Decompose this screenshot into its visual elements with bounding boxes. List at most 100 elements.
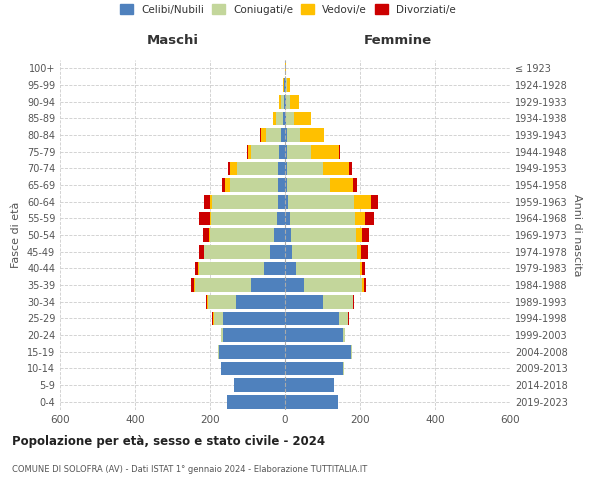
Bar [285,328,343,342]
Bar [191,278,194,292]
Bar [195,262,198,275]
Bar [221,328,223,342]
Bar [210,195,212,208]
Bar [203,228,209,242]
Bar [285,112,286,125]
Bar [371,195,378,208]
Bar [277,195,285,208]
Bar [278,162,285,175]
Bar [292,245,358,258]
Bar [353,178,357,192]
Bar [247,145,248,158]
Bar [237,162,278,175]
Bar [285,128,287,142]
Bar [265,262,285,275]
Bar [285,395,337,408]
Bar [205,195,210,208]
Bar [323,295,353,308]
Bar [343,328,345,342]
Bar [198,262,199,275]
Bar [285,378,334,392]
Bar [295,112,311,125]
Bar [285,178,287,192]
Bar [287,162,323,175]
Bar [284,78,285,92]
Bar [285,345,350,358]
Bar [227,395,285,408]
Bar [364,278,365,292]
Bar [330,178,353,192]
Text: Femmine: Femmine [364,34,431,46]
Bar [285,262,296,275]
Bar [266,128,281,142]
Bar [260,128,266,142]
Bar [353,295,355,308]
Bar [210,228,274,242]
Bar [285,78,286,92]
Bar [206,295,208,308]
Bar [213,312,214,325]
Text: COMUNE DI SOLOFRA (AV) - Dati ISTAT 1° gennaio 2024 - Elaborazione TUTTITALIA.IT: COMUNE DI SOLOFRA (AV) - Dati ISTAT 1° g… [12,465,367,474]
Bar [220,345,285,358]
Bar [222,178,225,192]
Bar [223,312,285,325]
Bar [272,112,275,125]
Bar [290,95,299,108]
Bar [365,212,374,225]
Bar [203,245,205,258]
Bar [281,95,284,108]
Bar [290,212,355,225]
Bar [362,262,365,275]
Bar [285,245,292,258]
Bar [311,145,340,158]
Bar [275,112,283,125]
Bar [360,262,362,275]
Bar [285,278,304,292]
Bar [355,212,365,225]
Bar [285,212,290,225]
Bar [350,345,352,358]
Bar [296,262,360,275]
Bar [251,278,285,292]
Bar [270,245,285,258]
Bar [285,95,286,108]
Bar [286,95,290,108]
Bar [362,278,364,292]
Bar [348,312,349,325]
Bar [340,312,347,325]
Bar [288,195,353,208]
Bar [285,228,290,242]
Bar [235,378,285,392]
Bar [274,228,285,242]
Bar [285,195,288,208]
Bar [353,195,371,208]
Bar [285,362,343,375]
Bar [214,312,223,325]
Bar [229,178,278,192]
Bar [212,195,277,208]
Bar [304,278,362,292]
Bar [236,295,285,308]
Legend: Celibi/Nubili, Coniugati/e, Vedovi/e, Divorziati/e: Celibi/Nubili, Coniugati/e, Vedovi/e, Di… [116,0,460,19]
Bar [349,162,352,175]
Bar [285,295,323,308]
Bar [251,145,280,158]
Bar [208,295,236,308]
Bar [285,162,287,175]
Bar [286,112,295,125]
Bar [230,162,237,175]
Bar [287,145,311,158]
Bar [199,245,203,258]
Bar [279,95,281,108]
Bar [195,278,251,292]
Y-axis label: Fasce di età: Fasce di età [11,202,21,268]
Bar [278,178,285,192]
Bar [218,345,220,358]
Bar [287,178,330,192]
Bar [194,278,195,292]
Bar [221,362,285,375]
Bar [287,78,290,92]
Bar [205,245,270,258]
Bar [358,245,361,258]
Bar [343,362,344,375]
